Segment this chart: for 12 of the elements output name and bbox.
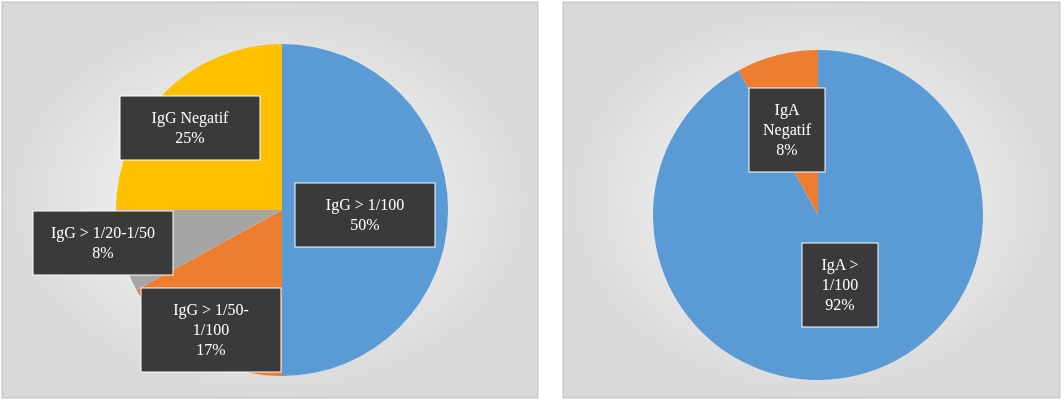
slice-label: IgA > 1/100 [821, 256, 859, 293]
slice-label: IgG Negatif [151, 109, 230, 127]
slice-label: IgG > 1/50-1/100 [173, 301, 249, 338]
slice-label: IgG > 1/20-1/50 [50, 224, 156, 242]
data-label: 8% [776, 141, 798, 158]
data-label: 17% [196, 341, 226, 358]
data-label: 25% [175, 129, 205, 146]
data-label: 50% [350, 216, 380, 233]
slice-label: IgG > 1/100 [325, 196, 405, 214]
data-label: 92% [825, 296, 855, 313]
slice-label: IgA Negatif [763, 101, 812, 139]
data-label: 8% [92, 244, 114, 261]
